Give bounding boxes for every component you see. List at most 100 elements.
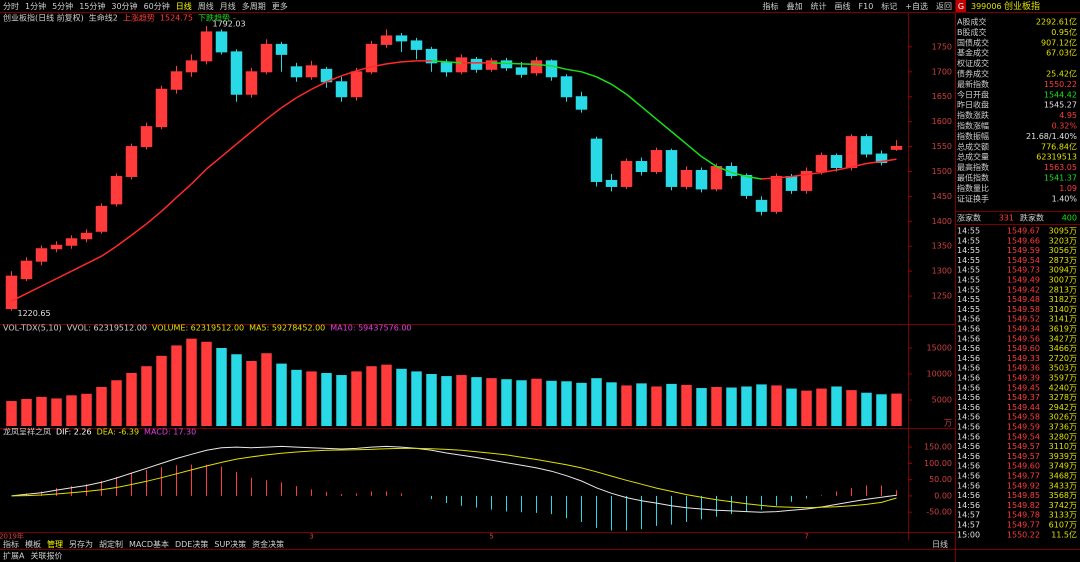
trade-time: 14:56 bbox=[957, 491, 980, 500]
trade-price: 1549.56 bbox=[1007, 334, 1040, 343]
y-tick-label: 1350 bbox=[932, 242, 952, 251]
volume-bar bbox=[756, 384, 767, 426]
y-tick-label: 1750 bbox=[932, 42, 952, 51]
period-tab[interactable]: 15分钟 bbox=[79, 1, 105, 11]
period-label[interactable]: 日线 bbox=[932, 539, 948, 549]
tool-button[interactable]: 画线 bbox=[835, 1, 851, 11]
tool-button[interactable]: 返回 bbox=[936, 2, 952, 11]
period-tab[interactable]: 日线 bbox=[176, 1, 192, 11]
volume-bar bbox=[6, 401, 17, 426]
trade-price: 1549.77 bbox=[1007, 521, 1040, 530]
trade-price: 1549.66 bbox=[1007, 236, 1040, 245]
candle-body bbox=[275, 43, 288, 55]
period-tab[interactable]: 60分钟 bbox=[144, 1, 170, 11]
chart-legend: 下跌趋势 bbox=[198, 13, 230, 23]
stat-label: 指数涨跌 bbox=[957, 110, 989, 120]
indicator-tab[interactable]: 管理 bbox=[47, 539, 63, 549]
tool-button[interactable]: 指标 bbox=[763, 1, 779, 11]
stat-label: 总成交量 bbox=[957, 152, 989, 162]
chart-legend: 生命线2 bbox=[89, 13, 118, 23]
trade-price: 1549.37 bbox=[1007, 393, 1040, 402]
status-item[interactable]: 扩展A bbox=[3, 551, 25, 561]
trade-volume: 2813万 bbox=[1049, 285, 1077, 294]
indicator-tab[interactable]: MACD基本 bbox=[129, 539, 169, 549]
volume-bar bbox=[126, 372, 137, 426]
status-item[interactable]: 关联报价 bbox=[30, 551, 62, 561]
ma-segment bbox=[836, 166, 852, 171]
ma-segment bbox=[536, 63, 552, 67]
trade-price: 1549.52 bbox=[1007, 315, 1040, 324]
ma-segment bbox=[296, 88, 312, 99]
ma-segment bbox=[881, 158, 897, 163]
stat-label: 昨日收盘 bbox=[957, 100, 989, 110]
trade-volume: 6107万 bbox=[1049, 521, 1077, 530]
chart-legend: 上涨趋势 bbox=[123, 13, 155, 23]
trade-time: 14:56 bbox=[957, 383, 980, 392]
tool-button[interactable]: F10 bbox=[859, 2, 874, 11]
ma-segment bbox=[596, 76, 612, 85]
candle-body bbox=[425, 48, 438, 64]
candle-body bbox=[365, 43, 378, 73]
volume-bar bbox=[441, 376, 452, 426]
tool-button[interactable]: +自选 bbox=[905, 1, 928, 11]
period-tab[interactable]: 月线 bbox=[220, 1, 236, 11]
volume-bar bbox=[336, 375, 347, 426]
macd-line bbox=[11, 445, 897, 513]
candle-body bbox=[260, 43, 273, 73]
indicator-tab[interactable]: SUP决策 bbox=[214, 539, 246, 549]
indicator-tab[interactable]: 资金决策 bbox=[252, 539, 284, 549]
ma-segment bbox=[851, 162, 867, 168]
period-tab[interactable]: 30分钟 bbox=[111, 1, 137, 11]
trade-volume: 2942万 bbox=[1049, 403, 1077, 412]
tool-button[interactable]: 叠加 bbox=[787, 1, 803, 11]
trade-price: 1549.36 bbox=[1007, 364, 1040, 373]
stat-value: 2292.61亿 bbox=[1036, 17, 1077, 27]
period-tab[interactable]: 更多 bbox=[272, 1, 288, 11]
trade-volume: 3742万 bbox=[1049, 501, 1077, 510]
volume-bar bbox=[801, 390, 812, 426]
up-label: 涨家数 bbox=[957, 213, 981, 223]
stat-label: 债券成交 bbox=[957, 69, 989, 79]
candle-body bbox=[290, 66, 303, 78]
period-tab[interactable]: 5分钟 bbox=[52, 1, 73, 11]
candle-body bbox=[170, 71, 183, 90]
volume-bar bbox=[711, 387, 722, 426]
candle-body bbox=[470, 58, 483, 70]
period-tab[interactable]: 分时 bbox=[3, 1, 19, 11]
trade-time: 14:55 bbox=[957, 276, 980, 285]
volume-bar bbox=[666, 383, 677, 426]
ma-segment bbox=[446, 61, 462, 64]
period-tab[interactable]: 周线 bbox=[198, 1, 214, 11]
ma-segment bbox=[56, 270, 72, 280]
trade-time: 14:55 bbox=[957, 285, 980, 294]
indicator-tab[interactable]: 指标 bbox=[3, 539, 19, 549]
ma-segment bbox=[146, 210, 162, 225]
ma-segment bbox=[686, 143, 702, 158]
volume-bar bbox=[786, 388, 797, 426]
ma-segment bbox=[71, 263, 87, 272]
stat-label: 基金成交 bbox=[957, 48, 989, 58]
volume-bar bbox=[51, 398, 62, 426]
indicator-tab[interactable]: 模板 bbox=[25, 539, 41, 549]
indicator-tab[interactable]: 胡定制 bbox=[99, 539, 123, 549]
period-tab[interactable]: 1分钟 bbox=[25, 1, 46, 11]
trade-volume: 3433万 bbox=[1049, 481, 1077, 490]
ma-segment bbox=[131, 223, 147, 236]
trade-volume: 3597万 bbox=[1049, 374, 1077, 383]
volume-bar bbox=[561, 381, 572, 426]
y-tick-label: 1250 bbox=[932, 292, 952, 301]
indicator-tab[interactable]: DDE决策 bbox=[175, 539, 208, 549]
candle-body bbox=[380, 35, 393, 45]
tool-button[interactable]: 统计 bbox=[811, 1, 827, 11]
indicator-tab[interactable]: 另存为 bbox=[69, 539, 93, 549]
candle-body bbox=[5, 275, 18, 310]
trade-time: 14:56 bbox=[957, 325, 980, 334]
ma-segment bbox=[761, 177, 777, 180]
volume-bar bbox=[486, 378, 497, 426]
ma-segment bbox=[221, 143, 237, 158]
period-tab[interactable]: 多周期 bbox=[242, 1, 266, 11]
tool-button[interactable]: 标记 bbox=[881, 1, 897, 11]
candle-body bbox=[740, 174, 753, 196]
volume-bar bbox=[141, 366, 152, 426]
ma-segment bbox=[791, 173, 807, 178]
